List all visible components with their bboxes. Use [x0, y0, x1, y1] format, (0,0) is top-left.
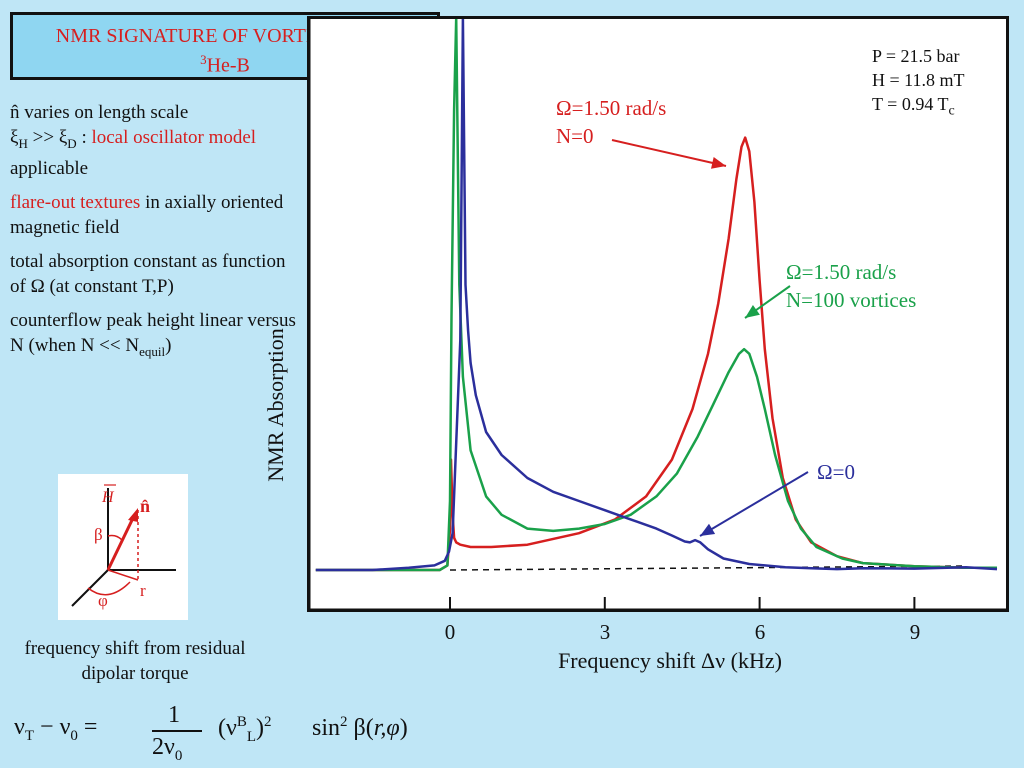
two-nu: 2ν [152, 734, 175, 760]
formula-lhs: νT − ν0 = [14, 714, 97, 745]
bullet-2: flare-out textures in axially oriented m… [10, 190, 302, 240]
annotation-blue-arrow-head [700, 523, 716, 536]
nu-l: (ν [218, 715, 237, 741]
y-axis-label: NMR Absorption [263, 328, 288, 482]
pressure-param: P = 21.5 bar [872, 46, 960, 66]
end-paren: ) [399, 715, 408, 741]
phi-label: φ [98, 591, 108, 610]
close-paren: ) [256, 715, 265, 741]
n-vector-line [106, 515, 136, 571]
annotation-red-omega: Ω=1.50 rad/s [556, 96, 667, 120]
beta-symbol: β( [347, 715, 374, 741]
bullet-1-text: varies on length scale [19, 102, 189, 123]
inset-caption: frequency shift from residual dipolar to… [24, 638, 246, 684]
annotation-red-n: N=0 [556, 124, 594, 148]
x-tick-label: 3 [599, 620, 611, 644]
den-zero-subscript: 0 [174, 747, 183, 764]
texture-geometry-diagram: H n̂ β φ r [58, 474, 188, 620]
annotation-green-omega: Ω=1.50 rad/s [786, 260, 897, 284]
fraction-denominator: 2ν0 [152, 734, 182, 765]
experiment-parameters: P = 21.5 bar H = 11.8 mT T = 0.94 Tc [872, 44, 964, 124]
x-tick-label: 6 [754, 620, 766, 644]
annotation-blue-omega: Ω=0 [817, 460, 855, 484]
annotation-green: Ω=1.50 rad/s N=100 vortices [786, 258, 916, 314]
sin-superscript: 2 [340, 714, 348, 730]
bullet-list: n̂ varies on length scale ξH >> ξD : loc… [10, 100, 302, 373]
l-subscript: L [246, 728, 257, 745]
axis-lines [307, 19, 1008, 612]
sin-text: sin [312, 715, 341, 741]
x-tick-label: 9 [909, 620, 921, 644]
series-line-blue [315, 19, 998, 572]
baseline-dashed-line [449, 565, 967, 571]
h-vector-label: H [101, 489, 115, 506]
x-axis-label: Frequency shift Δν (kHz) [558, 648, 782, 673]
annotation-red: Ω=1.50 rad/s N=0 [556, 94, 666, 150]
annotation-green-n: N=100 vortices [786, 288, 917, 312]
annotation-red-arrow-head [711, 157, 726, 169]
minus-nu: − ν [34, 714, 71, 740]
title-he-b: He-B [206, 54, 250, 77]
b-superscript: B [236, 714, 247, 730]
n-equil-subscript: equil [139, 343, 166, 359]
xi-d-subscript: D [67, 135, 77, 151]
chart-plot-area [307, 16, 1009, 612]
series-line-green [315, 19, 997, 572]
colon: : [76, 127, 92, 148]
series-line-red [315, 136, 997, 572]
formula-sine-term: sin2 β(r,φ) [312, 714, 408, 742]
n-hat-label: n̂ [140, 496, 150, 516]
r-label: r [140, 581, 146, 600]
fraction-numerator: 1 [168, 702, 180, 728]
flare-out-highlight: flare-out textures [10, 191, 141, 213]
annotation-green-arrow-head [745, 304, 760, 318]
zero-subscript: 0 [70, 727, 78, 744]
bullet-4: counterflow peak height linear versus N … [10, 308, 302, 364]
temperature-param: T = 0.94 Tc [872, 92, 964, 124]
xi-symbol-2: ξ [58, 127, 68, 148]
x-tick-label: 0 [444, 620, 456, 644]
equals-sign: = [77, 714, 98, 740]
annotation-blue: Ω=0 [817, 458, 855, 486]
field-param: H = 11.8 mT [872, 70, 965, 90]
geometry-sketch: H n̂ β φ r [71, 484, 176, 610]
gg-symbol: >> [27, 127, 59, 148]
bullet-4-close: ) [165, 334, 172, 356]
fraction-bar [152, 730, 202, 732]
formula-larmor-term: (νBL)2 [218, 714, 272, 746]
n-vector-arrowhead [128, 508, 138, 522]
temperature-text: T = 0.94 T [872, 94, 949, 114]
local-oscillator-highlight: local oscillator model [91, 127, 257, 148]
annotation-blue-arrow-line [699, 471, 809, 537]
n-hat-symbol: n̂ [10, 102, 20, 123]
xi-h-subscript: H [18, 135, 28, 151]
tc-subscript: c [948, 103, 955, 119]
beta-args: r,φ [373, 715, 400, 741]
bullet-2-tail: in axially oriented magnetic field [10, 191, 284, 238]
phi-arc [87, 581, 131, 596]
bullet-1-tail: applicable [10, 157, 89, 179]
beta-arc [107, 534, 123, 541]
title-superscript: 3 [200, 52, 207, 67]
frequency-shift-formula: νT − ν0 = 1 2ν0 (νBL)2 sin2 β(r,φ) [14, 700, 414, 766]
bullet-1: n̂ varies on length scale ξH >> ξD : loc… [10, 100, 302, 181]
annotation-red-arrow-line [611, 139, 727, 167]
t-subscript: T [24, 727, 35, 744]
bullet-3: total absorption constant as function of… [10, 250, 286, 297]
depth-axis-line [71, 569, 109, 607]
bullet-4-text: counterflow peak height linear versus N … [10, 309, 296, 356]
square-superscript: 2 [264, 714, 272, 730]
title-line-2: 3He-B [13, 48, 437, 78]
r-line [107, 569, 139, 581]
beta-label: β [94, 525, 103, 544]
nu-symbol: ν [14, 714, 25, 740]
xi-symbol: ξ [10, 127, 19, 148]
